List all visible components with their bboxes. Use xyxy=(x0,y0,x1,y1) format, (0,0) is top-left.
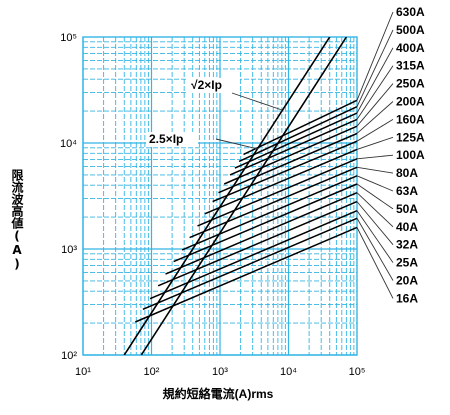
x-tick-label: 10³ xyxy=(212,366,228,378)
series-leader-line xyxy=(356,210,394,263)
series-line xyxy=(142,217,357,310)
series-leader-line xyxy=(356,154,394,160)
series-line xyxy=(212,140,357,203)
series-label: 315A xyxy=(396,59,425,73)
series-group xyxy=(123,37,357,355)
reference-leader-line xyxy=(215,138,259,150)
reference-label: 2.5×Ip xyxy=(149,132,183,146)
x-tick-label: 10⁵ xyxy=(349,366,366,378)
series-label: 500A xyxy=(396,23,425,37)
y-tick-label: 10⁵ xyxy=(60,32,77,44)
series-line xyxy=(181,175,357,251)
series-label: 80A xyxy=(396,166,418,180)
series-leader-line xyxy=(356,166,394,174)
series-leader-line xyxy=(356,101,394,134)
series-line xyxy=(135,226,357,323)
series-label: 400A xyxy=(396,41,425,55)
series-label: 50A xyxy=(396,202,418,216)
series-leader-line xyxy=(356,29,394,107)
series-label: 630A xyxy=(396,5,425,19)
axes: 10¹ 10² 10³ 10⁴ 10⁵ 10² 10³ 10⁴ 10⁵ xyxy=(60,32,365,378)
y-axis-label: 限流波高値(A) xyxy=(10,169,24,271)
series-line xyxy=(234,112,357,169)
series-leader-line xyxy=(356,227,394,299)
series-label: 63A xyxy=(396,184,418,198)
x-axis-label: 規約短絡電流(A)rms xyxy=(163,386,274,401)
x-tick-label: 10⁴ xyxy=(280,366,297,378)
series-leader-line xyxy=(356,175,394,192)
series-leader-line xyxy=(356,83,394,127)
series-label: 200A xyxy=(396,95,425,109)
series-leader-line xyxy=(356,65,394,120)
series-leader-line xyxy=(356,11,394,101)
y-tick-label: 10⁴ xyxy=(60,138,77,150)
series-label: 250A xyxy=(396,77,425,91)
x-tick-label: 10¹ xyxy=(75,366,91,378)
series-leader-line xyxy=(356,201,394,245)
series-line xyxy=(173,183,357,263)
series-leader-line xyxy=(356,183,394,210)
series-line xyxy=(197,158,357,227)
series-line xyxy=(238,106,357,163)
series-line xyxy=(243,99,357,156)
series-label: 160A xyxy=(396,112,425,126)
grid xyxy=(82,37,357,356)
reference-leader-line xyxy=(231,92,283,111)
series-leader-line xyxy=(356,119,394,142)
reference-label: √2×Ip xyxy=(191,78,222,92)
series-leader-line xyxy=(356,47,394,114)
reference-line xyxy=(140,37,348,355)
series-line xyxy=(189,166,357,239)
reference-label-bg xyxy=(188,78,240,93)
series-label: 25A xyxy=(396,256,418,270)
x-tick-label: 10² xyxy=(144,366,160,378)
series-label: 125A xyxy=(396,130,425,144)
series-leader-line xyxy=(356,218,394,281)
series-line xyxy=(229,118,357,176)
reference-label-bg xyxy=(146,132,198,147)
y-tick-label: 10³ xyxy=(61,244,77,256)
labels-group: 630A 500A 400A 315A 250A 200A 160A 125A 100A 80A 6… xyxy=(146,5,425,305)
series-line xyxy=(165,192,357,275)
series-label: 16A xyxy=(396,291,418,305)
series-label: 40A xyxy=(396,220,418,234)
series-leader-line xyxy=(356,136,394,150)
series-line xyxy=(223,125,357,185)
series-label: 32A xyxy=(396,238,418,252)
series-line xyxy=(204,148,357,215)
series-label: 100A xyxy=(396,148,425,162)
series-line xyxy=(149,210,357,300)
series-line xyxy=(218,132,357,194)
series-leader-line xyxy=(356,192,394,228)
plot-frame xyxy=(82,36,358,356)
y-tick-label: 10² xyxy=(61,350,77,362)
series-label: 20A xyxy=(396,274,418,288)
series-line xyxy=(157,200,357,287)
